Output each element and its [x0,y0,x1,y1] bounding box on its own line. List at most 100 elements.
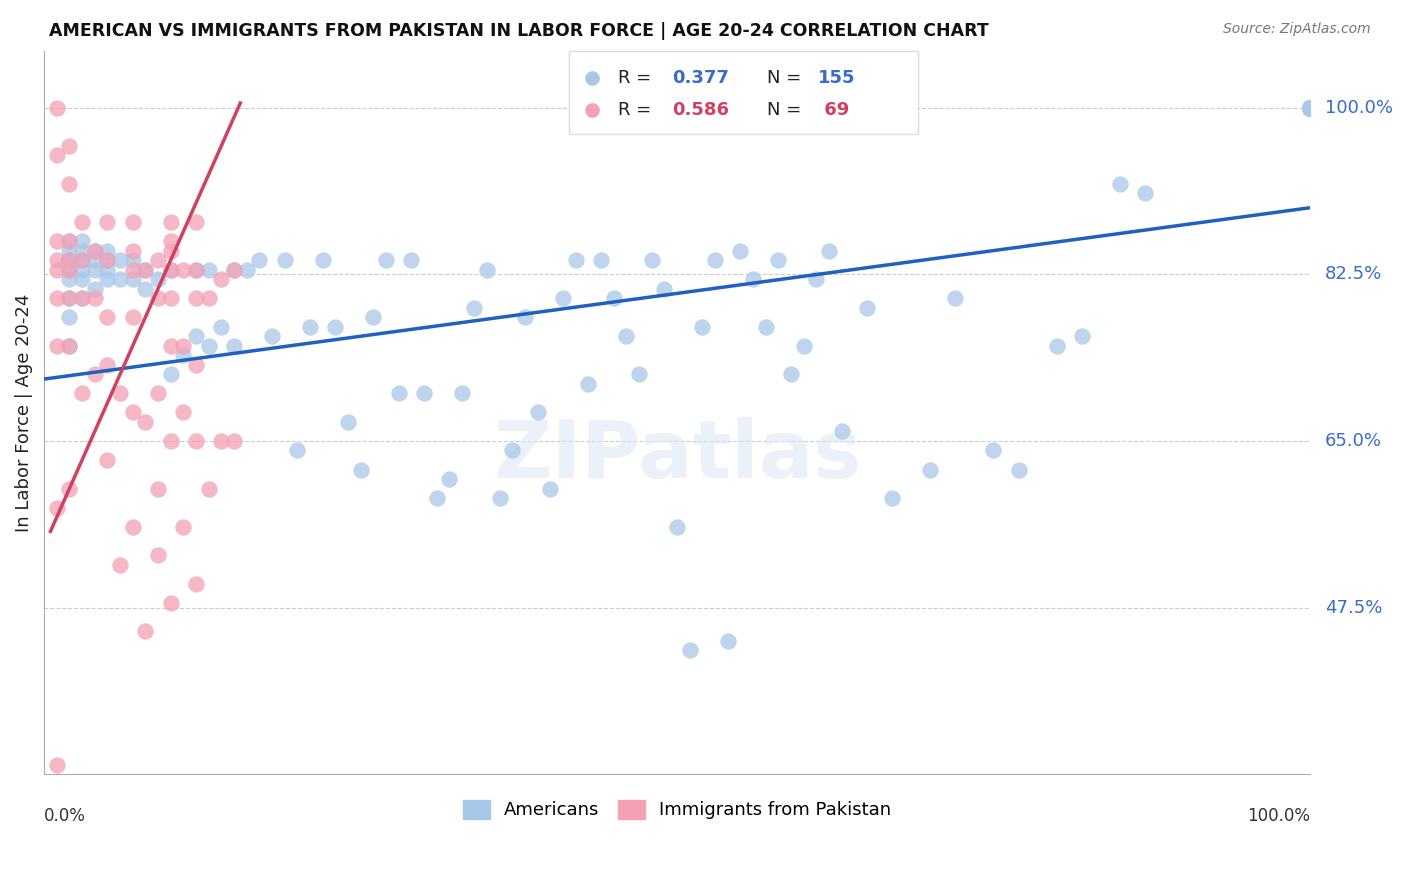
Point [336,415,359,429]
Point [121,244,143,258]
Point [1299,101,1322,115]
Point [1299,101,1322,115]
Point [1299,101,1322,115]
Point [70,253,93,268]
Point [1299,101,1322,115]
Point [146,253,169,268]
Point [768,253,790,268]
Point [323,319,346,334]
Point [222,339,245,353]
Point [108,272,131,286]
Point [1299,101,1322,115]
Point [70,215,93,229]
Text: R =: R = [617,101,657,119]
Point [134,282,156,296]
Point [96,358,118,372]
Point [58,139,80,153]
Point [1299,101,1322,115]
Point [58,244,80,258]
Point [96,253,118,268]
Point [1299,101,1322,115]
Point [70,253,93,268]
Text: 155: 155 [817,70,855,87]
Point [70,291,93,305]
Point [146,272,169,286]
Text: R =: R = [617,70,657,87]
Point [437,472,460,486]
Point [576,376,599,391]
Point [818,244,841,258]
Point [70,244,93,258]
Text: 100.0%: 100.0% [1247,806,1310,825]
Point [425,491,447,505]
Point [1299,101,1322,115]
Point [96,244,118,258]
Point [755,319,778,334]
Point [70,291,93,305]
Point [1299,101,1322,115]
Text: 100.0%: 100.0% [1324,99,1393,117]
Text: ZIPatlas: ZIPatlas [494,417,860,495]
Point [1299,101,1322,115]
Point [172,405,194,419]
Point [58,339,80,353]
Point [361,310,384,325]
Point [603,291,626,305]
Point [399,253,422,268]
Point [780,368,803,382]
Point [159,234,181,248]
Point [58,234,80,248]
Point [945,291,967,305]
Point [222,262,245,277]
Point [159,434,181,448]
Point [260,329,283,343]
Point [1299,101,1322,115]
Point [1299,101,1322,115]
Point [628,368,651,382]
Point [45,291,67,305]
Y-axis label: In Labor Force | Age 20-24: In Labor Force | Age 20-24 [15,293,32,532]
Point [1299,101,1322,115]
Text: N =: N = [766,70,807,87]
Point [96,215,118,229]
Point [1299,101,1322,115]
Text: 0.377: 0.377 [672,70,728,87]
Point [70,272,93,286]
Point [159,262,181,277]
Point [1071,329,1094,343]
Point [1299,101,1322,115]
Point [45,148,67,162]
Point [1299,101,1322,115]
Point [1299,101,1322,115]
Point [209,272,232,286]
Point [374,253,396,268]
Point [184,215,207,229]
Point [692,319,714,334]
Text: 82.5%: 82.5% [1324,266,1382,284]
Point [172,339,194,353]
Point [58,310,80,325]
Point [121,310,143,325]
Text: 69: 69 [817,101,849,119]
Point [1299,101,1322,115]
Point [581,136,603,151]
Point [209,319,232,334]
Point [1299,101,1322,115]
Point [1299,101,1322,115]
Point [463,301,485,315]
Point [58,234,80,248]
Point [197,482,219,496]
Point [45,234,67,248]
Point [172,519,194,533]
Point [45,253,67,268]
Text: 47.5%: 47.5% [1324,599,1382,616]
Point [134,415,156,429]
Point [159,291,181,305]
Point [730,244,752,258]
Point [58,177,80,191]
Point [121,262,143,277]
Point [1299,101,1322,115]
Point [488,491,510,505]
Point [58,291,80,305]
Point [1299,101,1322,115]
